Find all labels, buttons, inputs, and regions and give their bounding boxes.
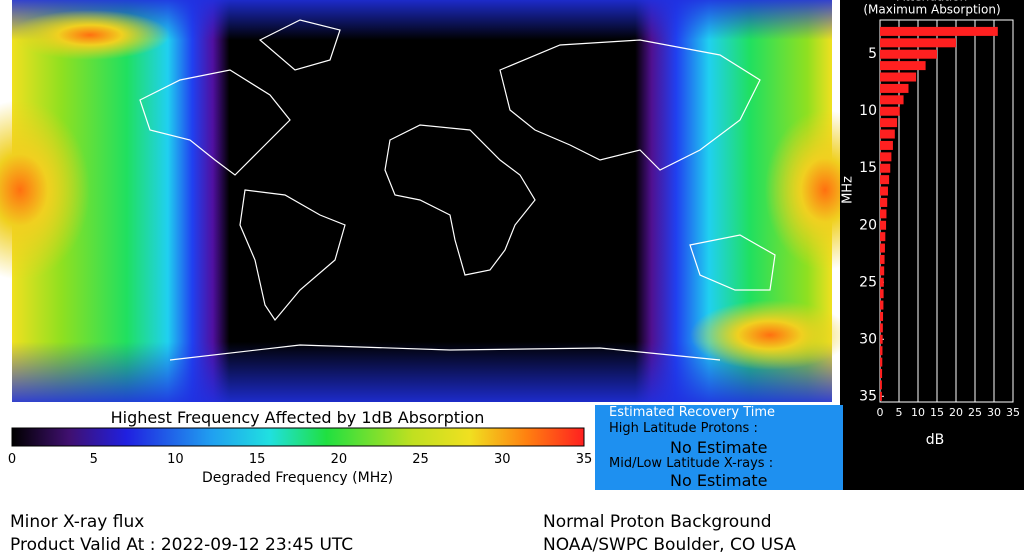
bar bbox=[880, 175, 890, 185]
x-axis-label: dB bbox=[926, 432, 945, 448]
bar bbox=[880, 334, 883, 344]
bar bbox=[880, 129, 895, 139]
bar bbox=[880, 95, 904, 105]
x-tick-label: 5 bbox=[896, 406, 903, 419]
bar bbox=[880, 163, 891, 173]
y-tick-label: 5 bbox=[868, 46, 877, 62]
x-tick-label: 25 bbox=[968, 406, 982, 419]
bar bbox=[880, 72, 917, 82]
bar bbox=[880, 49, 937, 59]
x-tick-label: 20 bbox=[949, 406, 963, 419]
map-hotspot bbox=[690, 300, 850, 370]
recovery-high-label: High Latitude Protons : bbox=[609, 421, 758, 436]
colorbar bbox=[11, 427, 585, 447]
map-hotspot bbox=[0, 100, 90, 280]
recovery-low-label: Mid/Low Latitude X-rays : bbox=[609, 456, 774, 471]
recovery-high-value: No Estimate bbox=[670, 438, 768, 457]
footer-source: NOAA/SWPC Boulder, CO USA bbox=[543, 535, 796, 555]
colorbar-tick-label: 20 bbox=[330, 452, 348, 467]
bar bbox=[880, 391, 882, 401]
bar bbox=[880, 289, 884, 299]
bar bbox=[880, 243, 885, 253]
bar bbox=[880, 232, 886, 242]
chart-subtitle: (Maximum Absorption) bbox=[863, 3, 1000, 17]
y-tick-label: 25 bbox=[859, 274, 877, 290]
y-tick-label: 15 bbox=[859, 160, 877, 176]
bar bbox=[880, 266, 885, 276]
bar bbox=[880, 254, 885, 264]
bar bbox=[880, 26, 998, 36]
colorbar-panel bbox=[0, 405, 595, 490]
bar bbox=[880, 311, 884, 321]
colorbar-tick-label: 35 bbox=[575, 452, 593, 467]
bar bbox=[880, 38, 956, 48]
colorbar-tick-label: 0 bbox=[7, 452, 17, 467]
footer-status: Minor X-ray flux bbox=[10, 512, 145, 532]
x-tick-label: 30 bbox=[987, 406, 1001, 419]
bar bbox=[880, 346, 883, 356]
attenuation-panel bbox=[840, 0, 1024, 490]
x-tick-label: 15 bbox=[930, 406, 944, 419]
x-tick-label: 10 bbox=[911, 406, 925, 419]
bar bbox=[880, 368, 883, 378]
colorbar-title: Highest Frequency Affected by 1dB Absorp… bbox=[110, 408, 485, 427]
bar bbox=[880, 140, 893, 150]
x-tick-label: 0 bbox=[877, 406, 884, 419]
colorbar-tick-label: 15 bbox=[248, 452, 266, 467]
colorbar-tick-label: 25 bbox=[412, 452, 429, 467]
bar bbox=[880, 186, 888, 196]
bar bbox=[880, 83, 909, 93]
colorbar-tick-label: 10 bbox=[167, 452, 184, 467]
colorbar-tick-label: 5 bbox=[89, 452, 98, 467]
bar bbox=[880, 323, 883, 333]
colorbar-label: Degraded Frequency (MHz) bbox=[201, 470, 394, 486]
recovery-title: Estimated Recovery Time bbox=[609, 405, 776, 420]
bar bbox=[880, 209, 887, 219]
bar bbox=[880, 61, 926, 71]
y-axis-label: MHz bbox=[841, 176, 856, 204]
y-tick-label: 20 bbox=[859, 217, 877, 233]
colorbar-tick-label: 30 bbox=[494, 452, 511, 467]
bar bbox=[880, 220, 887, 230]
bar bbox=[880, 152, 892, 162]
x-tick-label: 35 bbox=[1006, 406, 1020, 419]
bar bbox=[880, 118, 898, 128]
bar bbox=[880, 300, 884, 310]
y-tick-label: 10 bbox=[859, 103, 877, 119]
bar bbox=[880, 277, 884, 287]
coastlines bbox=[139, 19, 776, 361]
bar bbox=[880, 197, 888, 207]
map-hotspot bbox=[10, 10, 170, 60]
chart-title: Attenuation bbox=[897, 0, 967, 4]
recovery-low-value: No Estimate bbox=[670, 471, 768, 490]
bar bbox=[880, 357, 883, 367]
recovery-panel bbox=[595, 405, 843, 490]
y-tick-label: 30 bbox=[859, 331, 877, 347]
y-tick-label: 35 bbox=[859, 388, 877, 404]
footer-proton: Normal Proton Background bbox=[543, 512, 772, 532]
bar bbox=[880, 106, 900, 116]
bar bbox=[880, 380, 882, 390]
footer-valid: Product Valid At : 2022-09-12 23:45 UTC bbox=[10, 535, 354, 555]
attenuation-chart: Attenuation(Maximum Absorption)051015202… bbox=[841, 0, 1021, 448]
